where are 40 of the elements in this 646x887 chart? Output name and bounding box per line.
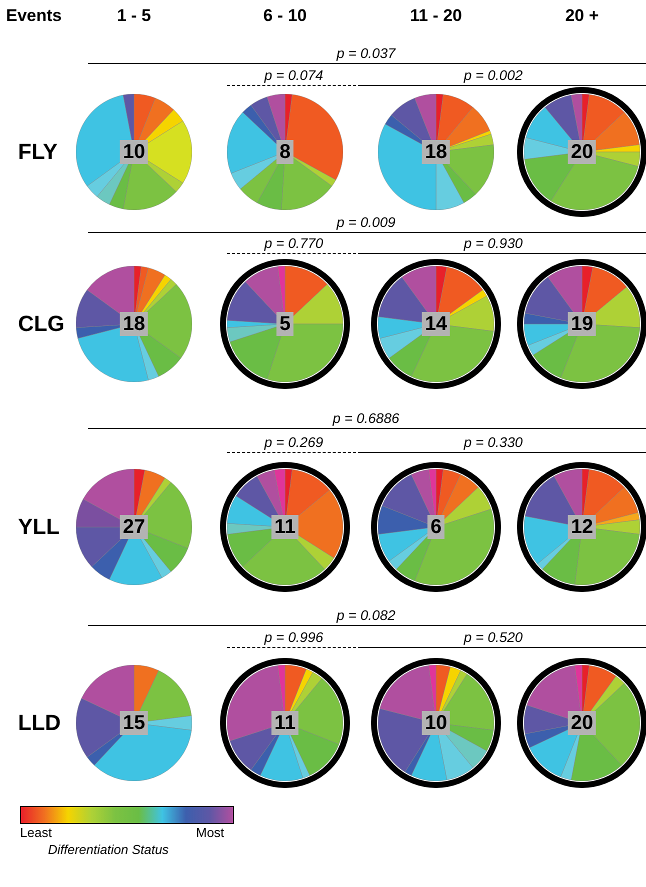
text: Most (196, 825, 224, 840)
text: 1 - 5 (116, 6, 152, 26)
text: 11 (271, 515, 299, 539)
text: Least (20, 825, 52, 840)
text: Events (6, 6, 62, 26)
text: 27 (120, 515, 148, 539)
text: 10 (422, 711, 450, 735)
text: 14 (422, 312, 450, 336)
text: LLD (18, 710, 61, 736)
text: CLG (18, 311, 64, 337)
text: 15 (120, 711, 148, 735)
text: p = 0.6886 (332, 410, 400, 426)
text: p = 0.770 (264, 235, 324, 251)
color-bar-title: Differentiation Status (48, 842, 169, 857)
text: p = 0.520 (464, 629, 523, 645)
text: 12 (568, 515, 596, 539)
text: 20 + (565, 6, 599, 26)
text: 10 (120, 140, 148, 164)
text: 20 (568, 711, 596, 735)
text: 20 (568, 140, 596, 164)
text: p = 0.996 (264, 629, 324, 645)
text: p = 0.009 (336, 214, 396, 230)
text: 5 (276, 312, 294, 336)
text: p = 0.330 (464, 434, 523, 450)
text: p = 0.930 (464, 235, 523, 251)
text: 18 (120, 312, 148, 336)
text: 6 - 10 (263, 6, 307, 26)
text: p = 0.082 (336, 607, 396, 623)
text: 11 - 20 (410, 6, 462, 26)
text: YLL (18, 514, 60, 540)
text: p = 0.037 (336, 45, 396, 61)
text: 8 (276, 140, 294, 164)
text: FLY (18, 139, 58, 165)
text: p = 0.074 (264, 67, 324, 83)
text: 19 (568, 312, 596, 336)
text: p = 0.002 (464, 67, 523, 83)
text: p = 0.269 (264, 434, 324, 450)
text: 11 (271, 711, 299, 735)
text: 6 (427, 515, 445, 539)
text: 18 (422, 140, 450, 164)
